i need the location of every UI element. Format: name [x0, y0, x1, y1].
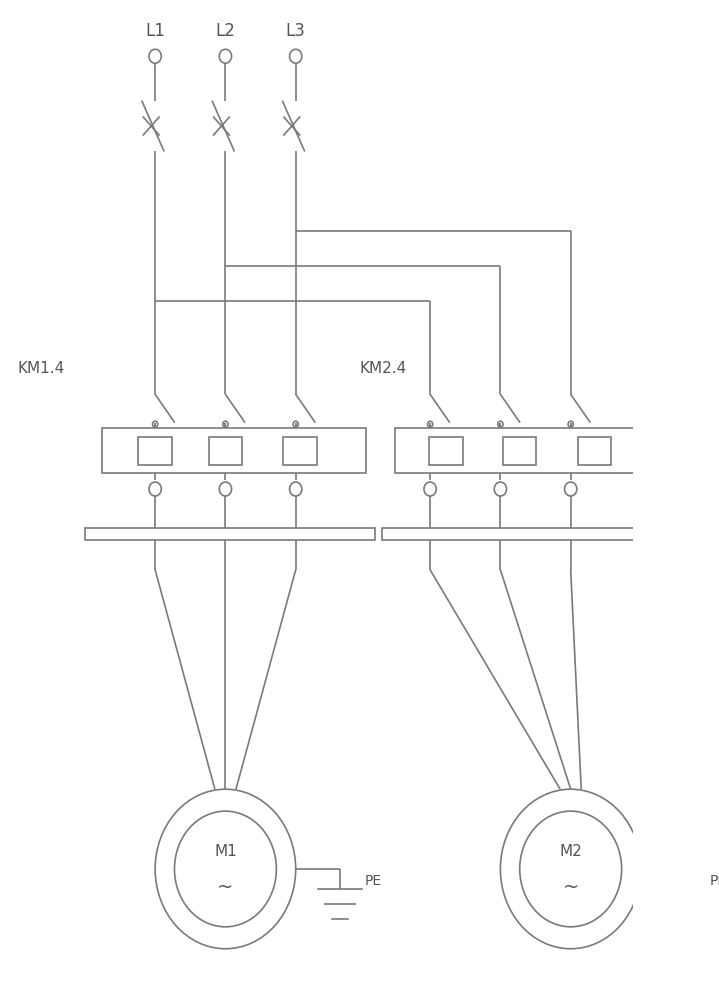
- Text: M2: M2: [559, 844, 582, 859]
- Bar: [283, 437, 317, 465]
- Bar: [577, 437, 611, 465]
- Bar: [395, 428, 659, 473]
- Bar: [85, 528, 375, 540]
- Bar: [382, 528, 672, 540]
- Bar: [139, 437, 172, 465]
- Bar: [209, 437, 242, 465]
- Text: KM2.4: KM2.4: [360, 361, 407, 376]
- Bar: [102, 428, 366, 473]
- Text: L1: L1: [145, 22, 165, 40]
- Text: M1: M1: [214, 844, 237, 859]
- Text: ~: ~: [217, 877, 234, 896]
- Circle shape: [155, 789, 296, 949]
- Text: L3: L3: [285, 22, 306, 40]
- Text: ~: ~: [562, 877, 579, 896]
- Bar: [503, 437, 536, 465]
- Circle shape: [500, 789, 641, 949]
- Text: KM1.4: KM1.4: [17, 361, 65, 376]
- Text: PE: PE: [365, 874, 381, 888]
- Text: L2: L2: [216, 22, 235, 40]
- Bar: [429, 437, 462, 465]
- Text: PE: PE: [710, 874, 719, 888]
